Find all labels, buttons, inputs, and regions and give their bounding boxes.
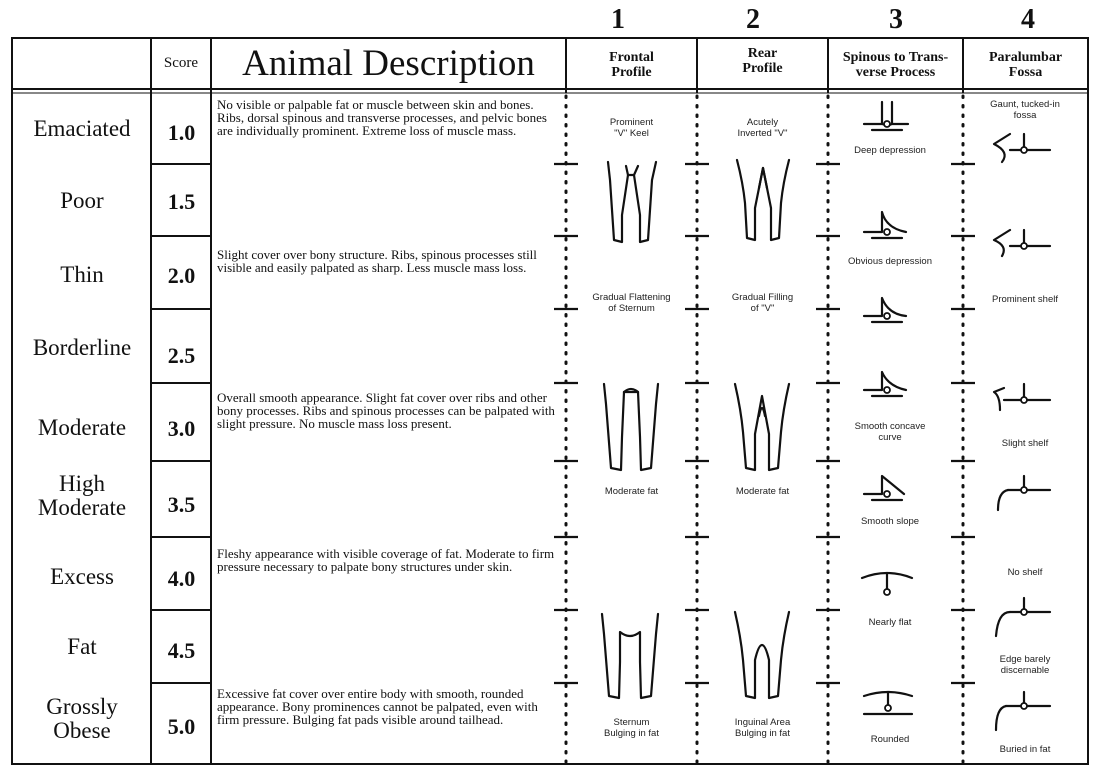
paralumbar-fossa-icon	[994, 596, 1052, 638]
condition-label: Fat	[67, 634, 97, 659]
spinous-process-icon	[862, 296, 908, 324]
paralumbar-fossa-icon	[992, 228, 1052, 258]
rear-profile-label: Acutely Inverted "V"	[737, 117, 788, 139]
paralumbar-fossa-icon	[992, 132, 1052, 164]
condition-label: High Moderate	[37, 471, 127, 520]
leg-profile-icon	[606, 160, 658, 244]
frontal-profile-label: Prominent "V" Keel	[609, 117, 654, 139]
column-number-1: 1	[611, 4, 625, 35]
condition-label: Poor	[60, 188, 104, 213]
header-spinous-to-transverse-process: Spinous to Trans-verse Process	[842, 49, 949, 80]
spinous-process-label: Obvious depression	[848, 256, 932, 267]
column-number-2: 2	[746, 4, 760, 35]
animal-description-text: Excessive fat cover over entire body wit…	[217, 686, 538, 727]
animal-description-text: Fleshy appearance with visible coverage …	[217, 546, 555, 574]
condition-label: Emaciated	[33, 116, 131, 141]
score-value: 3.5	[167, 492, 196, 517]
frontal-profile-label: Gradual Flattening of Sternum	[592, 292, 671, 314]
header-paralumbar-fossa: Paralumbar Fossa	[988, 49, 1063, 80]
spinous-process-label: Deep depression	[854, 145, 926, 156]
score-value: 3.0	[167, 416, 196, 441]
paralumbar-fossa-label: Prominent shelf	[991, 294, 1058, 305]
paralumbar-fossa-icon	[994, 690, 1052, 732]
score-value: 1.5	[167, 189, 196, 214]
spinous-process-icon	[860, 571, 914, 596]
score-value: 4.0	[167, 566, 196, 591]
leg-profile-icon	[733, 382, 791, 472]
header-rear-profile: Rear Profile	[742, 45, 783, 76]
paralumbar-fossa-label: Slight shelf	[1001, 438, 1049, 449]
condition-label: Thin	[60, 262, 104, 287]
score-value: 5.0	[167, 714, 196, 739]
spinous-process-icon	[862, 690, 914, 716]
spinous-process-label: Smooth slope	[860, 516, 920, 527]
condition-label: Moderate	[37, 415, 127, 440]
spinous-process-label: Rounded	[870, 734, 910, 745]
score-value: 2.5	[167, 343, 196, 368]
spinous-process-icon	[862, 210, 908, 240]
rear-profile-label: Gradual Filling of "V"	[731, 292, 794, 314]
column-number-4: 4	[1021, 4, 1035, 35]
header-frontal-profile: Frontal Profile	[609, 49, 654, 80]
spinous-process-icon	[862, 370, 908, 398]
leg-profile-icon	[602, 382, 660, 472]
frontal-profile-label: Moderate fat	[604, 486, 659, 497]
header-score: Score	[163, 55, 199, 71]
score-value: 1.0	[167, 120, 196, 145]
spinous-process-label: Nearly flat	[868, 617, 912, 628]
animal-description-text: Overall smooth appearance. Slight fat co…	[217, 390, 555, 431]
paralumbar-fossa-label: Edge barely discernable	[999, 654, 1051, 676]
paralumbar-fossa-label: Gaunt, tucked-in fossa	[990, 99, 1060, 121]
frontal-profile-label: Sternum Bulging in fat	[604, 717, 659, 739]
animal-description-text: Slight cover over bony structure. Ribs, …	[217, 247, 537, 275]
paralumbar-fossa-icon	[996, 474, 1052, 512]
column-number-3: 3	[889, 4, 903, 35]
paralumbar-fossa-label: Buried in fat	[999, 744, 1051, 755]
paralumbar-fossa-icon	[992, 382, 1052, 412]
paralumbar-fossa-label: No shelf	[1007, 567, 1043, 578]
score-value: 4.5	[167, 638, 196, 663]
animal-description-text: No visible or palpable fat or muscle bet…	[217, 97, 547, 138]
leg-profile-icon	[733, 610, 791, 700]
spinous-process-icon	[862, 474, 906, 502]
spinous-process-label: Smooth concave curve	[854, 421, 926, 443]
condition-label: Excess	[50, 564, 114, 589]
rear-profile-label: Inguinal Area Bulging in fat	[734, 717, 791, 739]
condition-label: Grossly Obese	[46, 694, 118, 743]
header-animal-description: Animal Description	[242, 43, 535, 84]
rear-profile-label: Moderate fat	[735, 486, 790, 497]
spinous-process-icon	[862, 100, 910, 132]
score-value: 2.0	[167, 263, 196, 288]
leg-profile-icon	[600, 612, 660, 700]
condition-label: Borderline	[32, 335, 132, 360]
leg-profile-icon	[735, 158, 791, 242]
